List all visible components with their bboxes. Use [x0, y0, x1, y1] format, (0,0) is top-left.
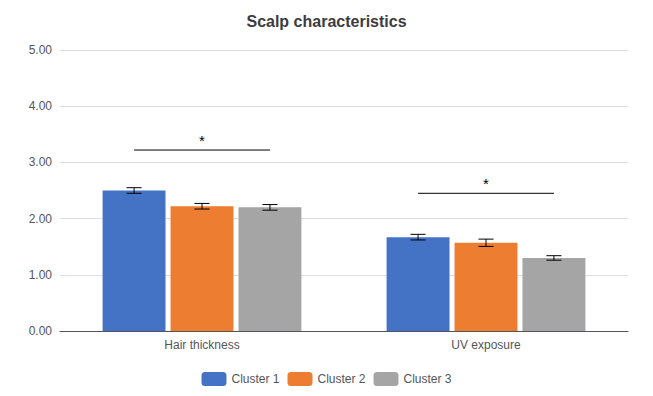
svg-text:1.00: 1.00: [29, 268, 53, 282]
svg-text:4.00: 4.00: [29, 99, 53, 113]
svg-text:*: *: [483, 175, 489, 192]
svg-text:Cluster 1: Cluster 1: [231, 372, 279, 386]
svg-text:3.00: 3.00: [29, 155, 53, 169]
svg-text:Scalp characteristics: Scalp characteristics: [246, 13, 406, 30]
svg-text:UV exposure: UV exposure: [451, 338, 521, 352]
svg-text:5.00: 5.00: [29, 43, 53, 57]
svg-text:Cluster 2: Cluster 2: [317, 372, 365, 386]
svg-text:*: *: [199, 132, 205, 149]
svg-text:0.00: 0.00: [29, 324, 53, 338]
svg-text:Hair thickness: Hair thickness: [164, 338, 239, 352]
svg-text:2.00: 2.00: [29, 212, 53, 226]
svg-text:Cluster 3: Cluster 3: [404, 372, 452, 386]
